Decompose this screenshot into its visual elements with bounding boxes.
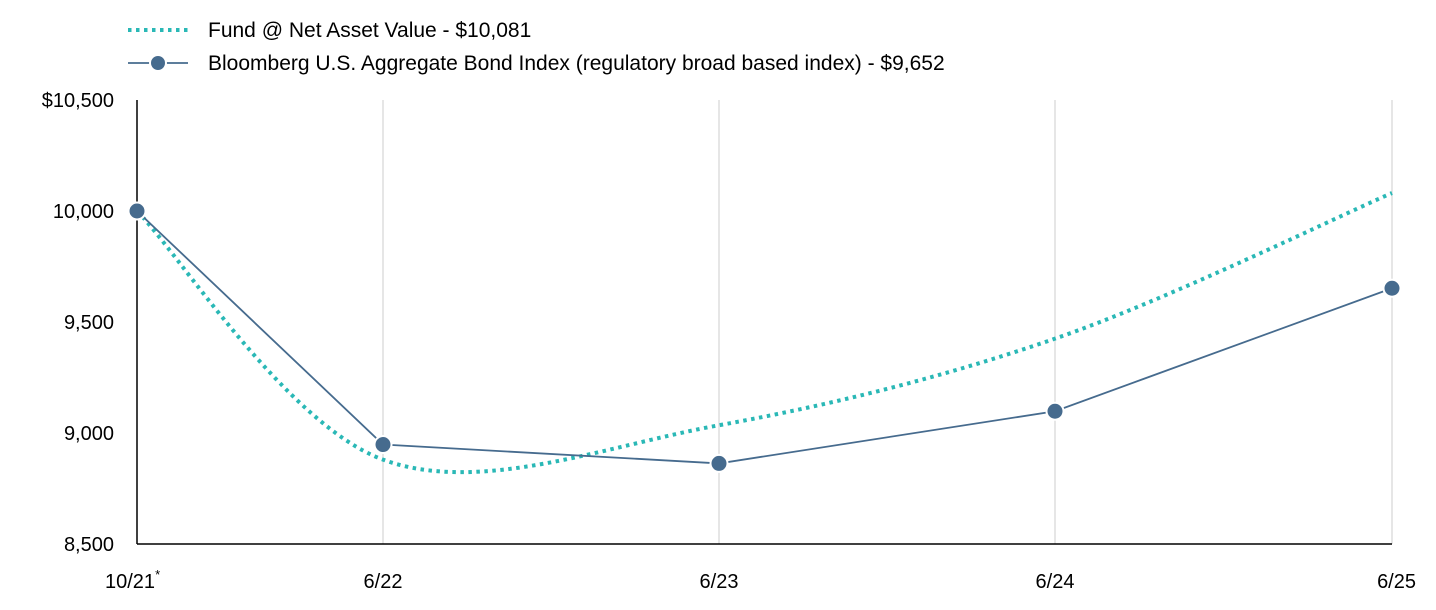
y-tick-labels: $10,500 10,000 9,500 9,000 8,500 — [42, 90, 114, 556]
bloomberg-index-line — [136, 210, 1393, 465]
y-tick-label: 9,500 — [64, 312, 114, 334]
gridlines — [382, 100, 1393, 544]
x-tick-label: 6/24 — [1036, 571, 1075, 593]
y-tick-label: 10,000 — [53, 201, 114, 223]
axes — [136, 100, 1392, 545]
series-lines — [135, 191, 1393, 475]
legend-label: Bloomberg U.S. Aggregate Bond Index (reg… — [208, 52, 945, 75]
x-tick-labels: 10/21* 6/22 6/23 6/24 6/25 — [105, 567, 1416, 593]
bloomberg-index-point-6-24 — [1045, 401, 1065, 421]
legend-swatch-marker-index — [149, 54, 167, 72]
y-tick-label: 9,000 — [64, 423, 114, 445]
fund-nav-line — [135, 191, 1393, 475]
bloomberg-index-point-6-22 — [373, 435, 393, 455]
y-tick-label: $10,500 — [42, 90, 114, 112]
bloomberg-index-point-6-25 — [1382, 278, 1402, 298]
x-tick-label: 10/21* — [105, 567, 160, 593]
x-tick-label: 6/25 — [1377, 571, 1416, 593]
x-tick-label: 6/23 — [700, 571, 739, 593]
legend: Fund @ Net Asset Value - $10,081 Bloomber… — [128, 19, 945, 75]
x-tick-label: 6/22 — [364, 571, 403, 593]
bloomberg-index-point-6-23 — [709, 453, 729, 473]
legend-label: Fund @ Net Asset Value - $10,081 — [208, 19, 531, 42]
bloomberg-index-point-10-21 — [127, 201, 147, 221]
x-tick-footnote-marker: * — [155, 567, 160, 582]
series-markers — [127, 201, 1402, 473]
y-tick-label: 8,500 — [64, 534, 114, 556]
